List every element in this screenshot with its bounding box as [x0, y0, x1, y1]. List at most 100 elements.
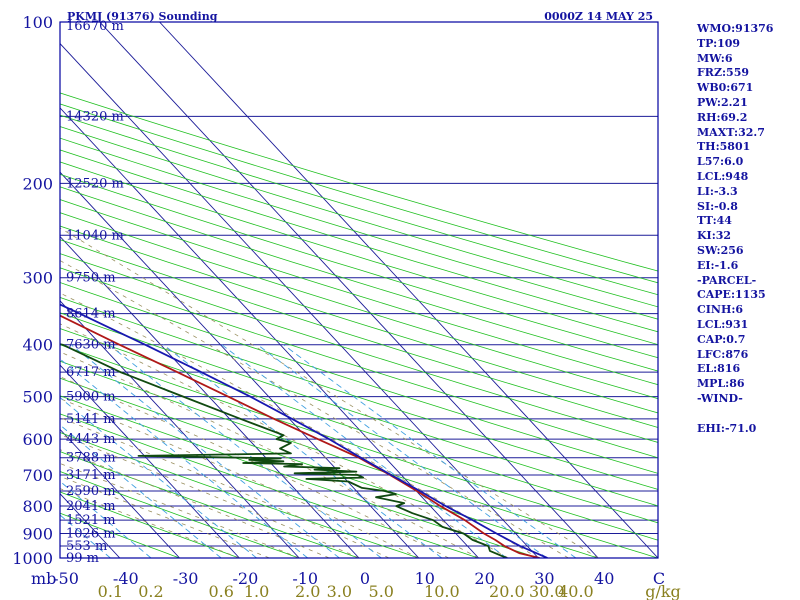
height-label: 2590 m [66, 484, 116, 499]
index-line: RH:69.2 [697, 110, 748, 124]
mixing-ratio-tick-label: 30.0 [529, 582, 565, 600]
index-line: CAP:0.7 [697, 332, 746, 346]
index-line: TH:5801 [697, 140, 751, 154]
dry-adiabat-line [60, 137, 658, 320]
height-label: 9750 m [66, 271, 116, 286]
mixing-ratio-tick-label: 5.0 [369, 582, 394, 600]
ylabel: mb [31, 569, 56, 588]
mixing-ratio-tick-label: 2.0 [295, 582, 320, 600]
height-label: 3171 m [66, 468, 116, 483]
pressure-tick-label: 600 [22, 430, 53, 449]
index-line: L57:6.0 [697, 155, 744, 169]
sounding-time: 0000Z 14 MAY 25 [544, 10, 653, 23]
mixing-ratio-tick-label: 10.0 [424, 582, 460, 600]
pressure-tick-label: 200 [22, 174, 53, 193]
height-label: 7630 m [66, 338, 116, 353]
moist-adiabat-line [60, 227, 599, 558]
isotherm-line [60, 428, 180, 558]
moist-adiabat-line [60, 434, 360, 558]
height-label: 553 m [66, 539, 107, 554]
isotherm-line [159, 22, 658, 558]
index-line: CINH:6 [697, 303, 744, 317]
isotherm-line [99, 22, 599, 558]
index-line: CAPE:1135 [697, 288, 766, 302]
height-label: 12520 m [66, 176, 124, 191]
index-line: -PARCEL- [697, 273, 757, 287]
temperature-tick-label: 20 [474, 569, 494, 588]
isotherm-line [60, 300, 300, 558]
index-line: MAXT:32.7 [697, 125, 765, 139]
dewpoint-trace [60, 343, 508, 558]
moist-adiabat-line [60, 488, 240, 558]
mixing-ratio-line [257, 344, 548, 558]
mixing-ratio-tick-label: g/kg [645, 582, 681, 600]
height-label: 11040 m [66, 228, 124, 243]
dry-adiabat-line [60, 377, 599, 558]
height-label: 16670 m [66, 19, 124, 34]
temperature-tick-label: C [653, 569, 665, 588]
isotherm-line [60, 42, 539, 558]
index-line: MW:6 [697, 51, 733, 65]
mixing-ratio-line [60, 396, 257, 558]
index-line: LFC:876 [697, 347, 749, 361]
dry-adiabat-line [60, 103, 658, 284]
index-line: SI:-0.8 [697, 199, 738, 213]
index-line [697, 407, 797, 422]
height-label: 1521 m [66, 513, 116, 528]
dry-adiabat-line [60, 199, 658, 386]
dry-adiabat-line [60, 173, 658, 359]
mixing-ratio-tick-label: 0.2 [138, 582, 163, 600]
pressure-tick-label: 1000 [12, 549, 53, 568]
moist-adiabat-line [60, 376, 449, 558]
index-line: WB0:671 [697, 81, 754, 95]
index-line: WMO:91376 [697, 22, 774, 35]
height-label: 8614 m [66, 307, 116, 322]
moist-adiabat-line [60, 417, 390, 558]
dry-adiabat-line [60, 114, 658, 296]
mixing-ratio-line [221, 344, 508, 558]
temperature-tick-label: 10 [415, 569, 435, 588]
index-line: SW:256 [697, 243, 744, 257]
moist-adiabat-line [60, 475, 270, 558]
mixing-ratio-tick-label: 0.6 [208, 582, 233, 600]
dry-adiabat-line [60, 225, 658, 414]
mixing-ratio-tick-label: 40.0 [558, 582, 594, 600]
dry-adiabat-line [60, 360, 658, 558]
dry-adiabat-line [60, 297, 658, 490]
temperature-tick-label: -40 [113, 569, 139, 588]
height-label: 5141 m [66, 412, 116, 427]
dry-adiabat-line [60, 512, 180, 558]
dry-adiabat-line [60, 267, 658, 459]
index-line: EI:-1.6 [697, 258, 739, 272]
dry-adiabat-line [60, 239, 658, 428]
dry-adiabat-line [60, 253, 658, 443]
mixing-ratio-line [283, 344, 577, 558]
isotherm-line [60, 107, 479, 558]
mixing-ratio-tick-label: 3.0 [327, 582, 352, 600]
dry-adiabat-line [60, 92, 658, 272]
pressure-tick-label: 500 [22, 388, 53, 407]
mixing-ratio-tick-label: 20.0 [489, 582, 525, 600]
station-title: PKMJ (91376) Sounding [67, 10, 218, 23]
dry-adiabat-line [60, 471, 300, 558]
mixing-ratio-line [108, 344, 382, 558]
dry-adiabat-line [60, 491, 240, 558]
index-line: MPL:86 [697, 377, 745, 391]
index-line: TP:109 [697, 36, 741, 50]
height-label: 5900 m [66, 390, 116, 405]
parcel-trace [60, 303, 548, 558]
dry-adiabat-line [60, 413, 479, 558]
index-line: LI:-3.3 [697, 184, 738, 198]
height-label: 1026 m [66, 526, 116, 541]
pressure-tick-label: 400 [22, 336, 53, 355]
mixing-ratio-tick-label: 0.1 [98, 582, 123, 600]
mixing-ratio-line [60, 358, 308, 558]
isotherm-line [60, 364, 240, 558]
index-line: LCL:948 [697, 169, 749, 183]
mixing-ratio-tick-label: 1.0 [244, 582, 269, 600]
dry-adiabat-line [60, 328, 658, 524]
dry-adiabat-line [60, 186, 658, 372]
temperature-tick-label: 0 [360, 569, 370, 588]
mixing-ratio-line [60, 424, 222, 558]
isotherm-line [60, 235, 360, 558]
